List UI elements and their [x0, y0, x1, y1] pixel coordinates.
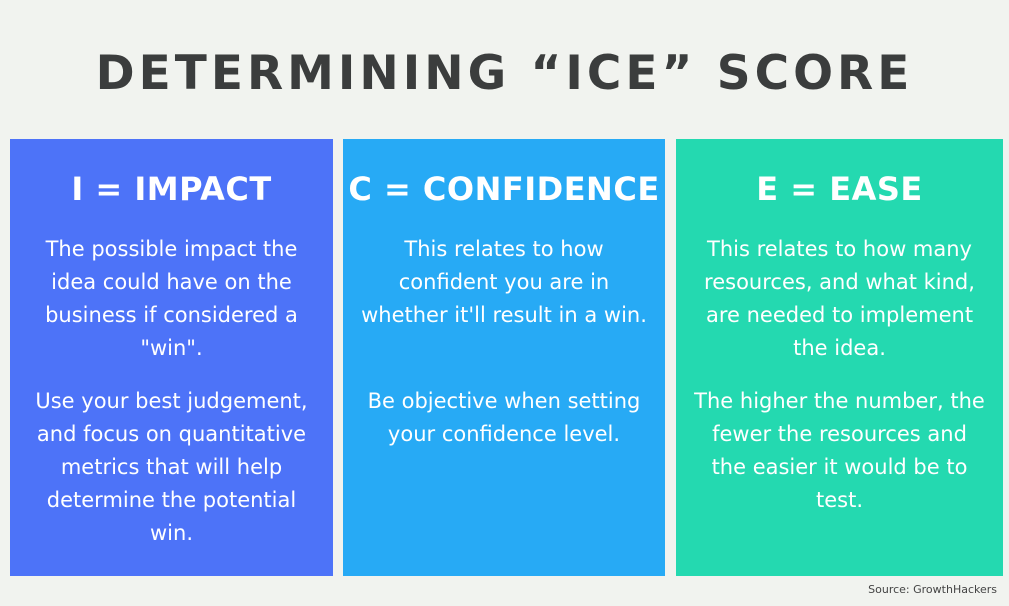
ice-cards: I = IMPACT The possible impact the idea …: [10, 139, 1003, 576]
confidence-card: C = CONFIDENCE This relates to how confi…: [343, 139, 665, 576]
ease-heading: E = EASE: [756, 170, 923, 208]
impact-card: I = IMPACT The possible impact the idea …: [10, 139, 333, 576]
impact-heading: I = IMPACT: [71, 170, 272, 208]
ease-card: E = EASE This relates to how many resour…: [676, 139, 1003, 576]
confidence-description: This relates to how confident you are in…: [361, 237, 647, 327]
impact-guidance: Use your best judgement, and focus on qu…: [35, 389, 308, 545]
page-title: DETERMINING “ICE” SCORE: [95, 46, 914, 101]
source-credit: Source: GrowthHackers: [868, 583, 997, 596]
impact-description: The possible impact the idea could have …: [45, 237, 298, 360]
confidence-guidance: Be objective when setting your confidenc…: [367, 389, 641, 446]
ease-guidance: The higher the number, the fewer the res…: [694, 389, 985, 512]
confidence-heading: C = CONFIDENCE: [348, 170, 660, 208]
ease-description: This relates to how many resources, and …: [704, 237, 975, 360]
